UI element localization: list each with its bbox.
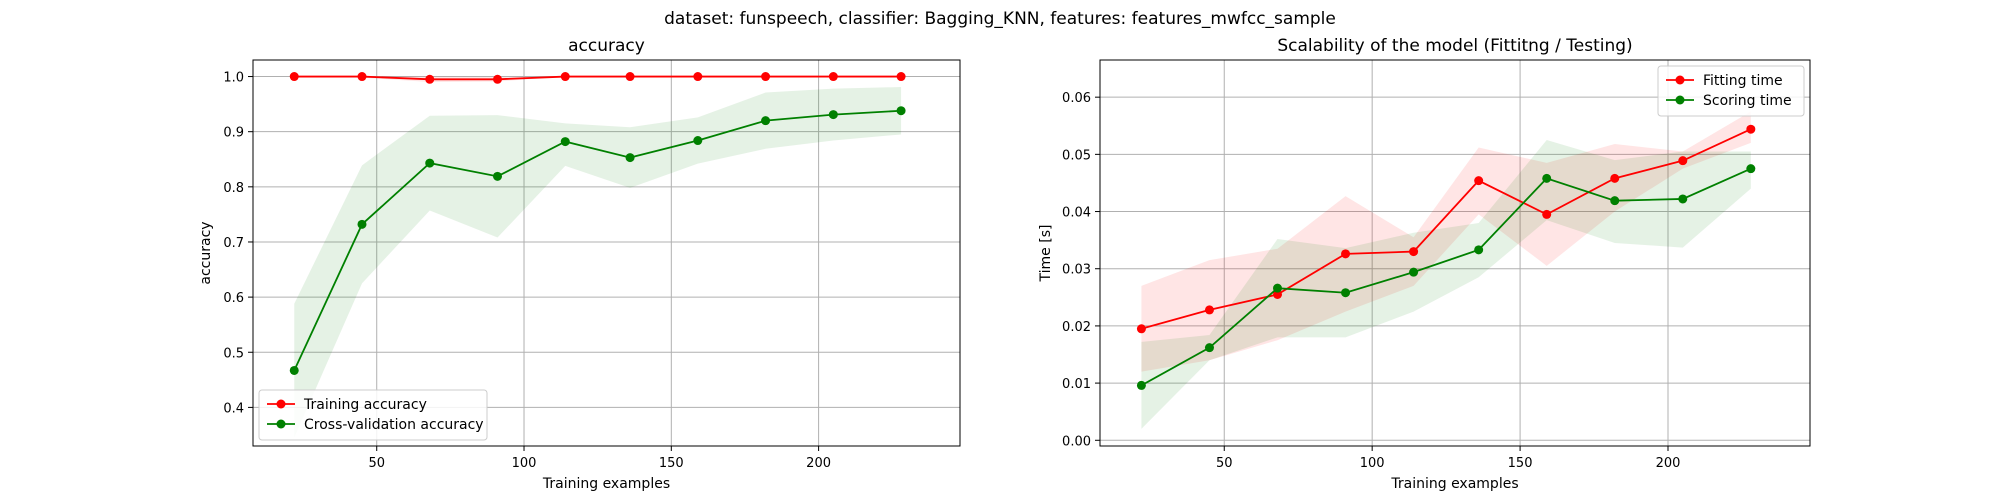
series-line-2 [1140,167,1752,387]
data-point [289,365,299,375]
y-tick-label: 0.00 [1062,434,1091,449]
legend-marker-1 [276,399,286,409]
legend-label-2: Cross-validation accuracy [304,417,484,433]
std-band-2 [294,87,902,438]
axes-frame [252,59,961,447]
x-axis-label: Training examples [1390,476,1518,492]
data-point [1610,196,1620,206]
y-tick-label: 0.02 [1062,320,1091,335]
data-point [896,72,906,82]
y-tick-label: 0.9 [223,126,244,141]
legend-box [258,389,488,441]
data-point [493,171,503,181]
chart-title: accuracy [568,36,645,56]
data-point [1136,324,1146,334]
data-point [828,72,838,82]
y-tick-label: 1.0 [223,71,244,86]
y-tick-label: 0.6 [223,291,244,306]
data-point [1678,194,1688,204]
data-point [761,72,771,82]
legend-label-1: Fitting time [1703,73,1783,89]
data-point [560,137,570,147]
y-tick-label: 0.8 [223,181,244,196]
y-tick-label: 0.03 [1062,263,1091,278]
charts-container: 50 100 150 200 0.4 0.5 0.6 0.7 0.8 0.9 1.0 accuracy… [198,36,1811,492]
data-point [625,72,635,82]
legend-marker-1 [1675,75,1685,85]
legend: Fitting time Scoring time [1657,65,1805,117]
data-point [1136,380,1146,390]
x-tick-label: 200 [806,456,831,471]
data-point [1678,156,1688,166]
data-point [1746,124,1756,134]
data-point [1746,164,1756,174]
y-tick-label: 0.4 [223,401,244,416]
data-point [1204,305,1214,315]
x-tick-label: 100 [512,456,537,471]
data-point [625,153,635,163]
legend-label-2: Scoring time [1703,93,1792,109]
chart-title: Scalability of the model (Fittitng / Tes… [1277,36,1632,56]
std-band-2 [1141,140,1751,429]
x-tick-label: 150 [659,456,684,471]
chart-1: 50 100 150 200 0.4 0.5 0.6 0.7 0.8 0.9 1.0 accuracy… [198,36,961,492]
data-point [693,136,703,146]
legend-marker-2 [1675,95,1685,105]
legend-box [1657,65,1805,117]
x-tick-label: 200 [1656,456,1681,471]
std-band-1 [1141,111,1751,372]
data-point [761,116,771,126]
series-line-1 [1141,128,1752,330]
data-point [828,110,838,120]
chart-2: 50 100 150 200 0.00 0.01 0.02 0.03 0.04 0.05 0.06 S… [1038,36,1811,492]
y-tick-label: 0.05 [1062,148,1091,163]
y-tick-label: 0.06 [1062,91,1091,106]
data-point [1409,247,1419,257]
data-point [289,72,299,82]
legend: Training accuracy Cross-validation accura… [258,389,488,441]
data-point [357,219,367,229]
legend-label-1: Training accuracy [303,397,427,413]
y-tick-label: 0.01 [1062,377,1091,392]
data-point [493,74,503,84]
y-axis-label: Time [s] [1038,225,1054,283]
data-point [560,72,570,82]
x-tick-label: 50 [368,456,385,471]
y-tick-label: 0.7 [223,236,244,251]
data-point [425,158,435,168]
data-point [1273,289,1282,299]
data-point [1474,176,1484,186]
data-point [425,74,435,84]
data-point [1474,245,1484,255]
std-band-1 [294,76,902,83]
data-point [1204,343,1214,353]
figure-suptitle: dataset: funspeech, classifier: Bagging_… [664,9,1336,29]
data-point [896,106,906,116]
x-tick-label: 150 [1508,456,1533,471]
data-point [1273,283,1282,293]
data-point [357,72,367,82]
data-point [1542,209,1552,219]
x-tick-label: 50 [1216,456,1233,471]
data-point [1409,267,1419,277]
axes-frame [1099,59,1811,447]
x-tick-label: 100 [1360,456,1385,471]
data-point [1341,249,1351,259]
series-line-2 [293,109,902,371]
data-point [693,72,703,82]
data-point [1542,173,1552,183]
data-point [1610,173,1620,183]
y-axis-label: accuracy [198,221,214,284]
legend-marker-2 [276,419,286,429]
y-tick-label: 0.04 [1062,206,1091,221]
x-axis-label: Training examples [542,476,670,492]
series-line-1 [294,75,902,81]
data-point [1341,288,1351,298]
y-tick-label: 0.5 [223,346,244,361]
